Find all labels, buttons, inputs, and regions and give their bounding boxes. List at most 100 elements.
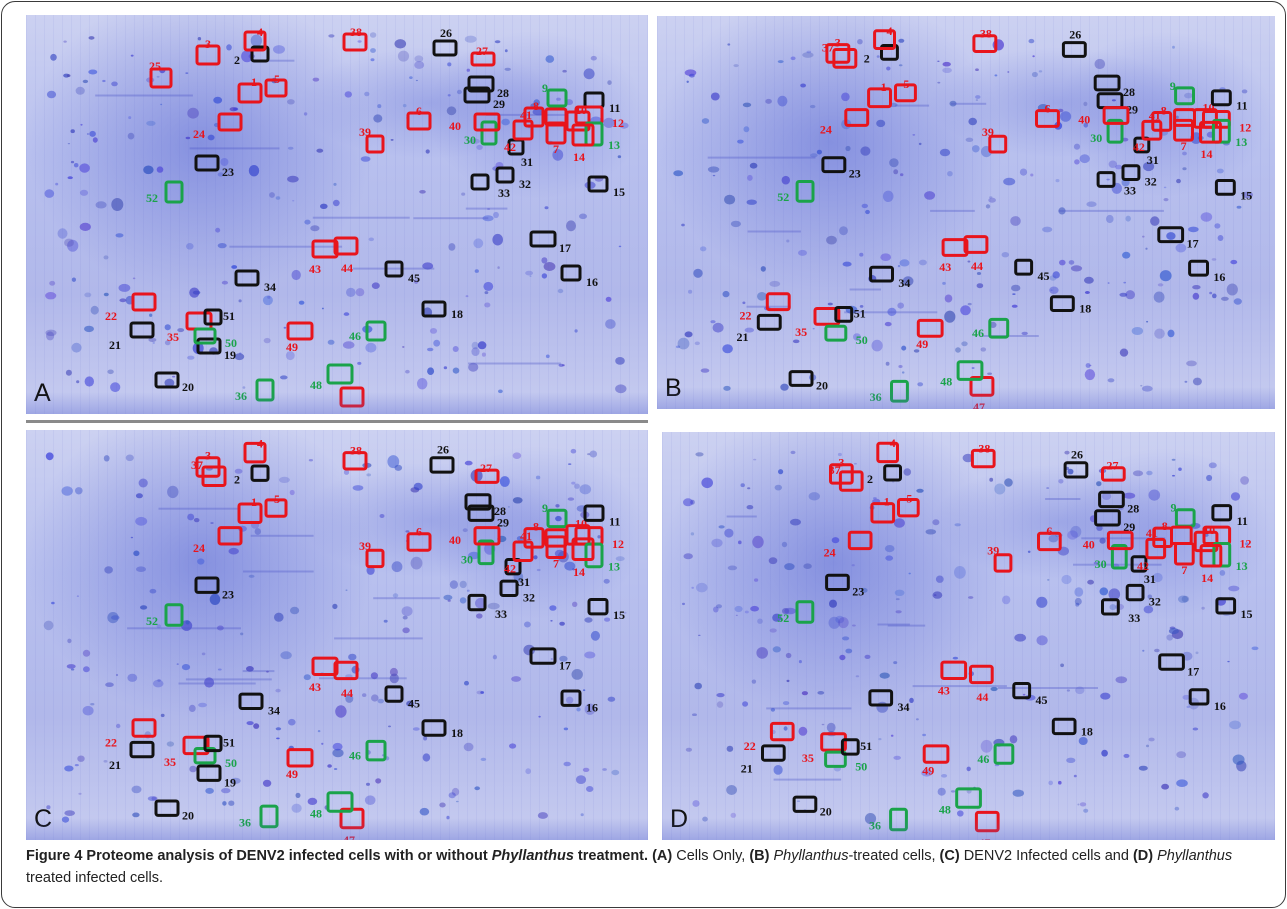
spot-box [587,175,609,193]
spot-c-28: 28 [464,493,506,518]
protein-spot [1028,38,1035,44]
spot-box [1193,530,1219,553]
protein-spot [1048,780,1053,786]
protein-spot [619,122,629,129]
spot-c-19: 19 [196,764,236,790]
protein-spot [44,189,55,198]
protein-spot [954,566,966,579]
spot-label: 22 [105,735,117,749]
protein-spot [1077,803,1080,806]
spot-box [546,88,568,108]
protein-spot [917,382,924,387]
spot-d-24: 24 [824,530,873,560]
protein-spot [957,810,964,817]
protein-spot [402,104,407,108]
protein-spot [66,74,71,77]
protein-spot [1106,178,1110,181]
protein-spot [335,705,347,718]
spot-box [1106,530,1134,551]
protein-spot [103,292,109,297]
protein-spot [860,146,871,156]
protein-spot [726,745,734,752]
protein-spot [107,612,119,624]
protein-spot [841,92,850,102]
protein-streak [243,570,314,573]
protein-spot [673,170,684,177]
protein-spot [343,469,350,475]
protein-spot [893,169,899,175]
spot-box [194,154,220,172]
protein-spot [1107,282,1110,284]
panel-letter-b: B [665,374,682,402]
protein-spot [895,598,900,601]
spot-box [237,502,263,524]
protein-spot [976,272,982,275]
protein-spot [1208,462,1217,469]
spot-box [234,269,260,287]
protein-spot [189,765,197,773]
spot-label: 41 [1146,526,1158,540]
protein-spot [1009,735,1018,744]
protein-spot [1108,160,1117,168]
protein-spot [1241,89,1248,94]
spot-label: 26 [1071,448,1083,462]
protein-spot [707,166,720,173]
spot-box [769,721,795,742]
protein-spot [696,582,708,593]
spot-d-2: 2 [867,464,902,486]
spot-b-16: 16 [1188,259,1225,284]
spot-box [940,660,968,681]
protein-spot [487,602,500,610]
protein-spot [476,144,483,150]
protein-spot [893,755,901,760]
protein-spot [942,281,946,285]
protein-spot [70,668,75,671]
spot-box [311,239,339,259]
protein-spot [317,730,321,733]
panel-letter-a: A [34,379,51,407]
spot-box [196,337,222,355]
protein-spot [1125,215,1131,222]
protein-spot [602,768,607,771]
protein-spot [886,66,891,71]
protein-streak [353,267,435,270]
protein-spot [433,339,441,347]
caption-species: Phyllanthus [773,848,849,864]
protein-spot [263,337,271,344]
protein-spot [716,604,722,609]
protein-spot [292,200,295,202]
protein-spot [177,328,185,333]
protein-spot [456,89,462,95]
protein-spot [806,50,812,54]
spot-label: 52 [777,611,789,625]
spot-label: 14 [1201,147,1213,161]
protein-spot [967,260,971,263]
spot-c-4: 4 [243,436,267,464]
protein-spot [415,79,418,82]
spot-label: 32 [1149,595,1161,609]
spot-box [1158,653,1185,671]
protein-spot [73,163,79,168]
protein-spot [262,295,273,306]
protein-spot [366,782,370,786]
spot-box [1188,688,1210,706]
protein-spot [901,345,907,351]
protein-spot [1166,634,1174,641]
protein-spot [387,455,400,469]
spot-a-44: 44 [333,236,359,275]
spot-b-3: 3 [825,36,851,64]
protein-spot [623,611,627,614]
protein-spot [187,355,195,360]
spot-box [1051,717,1077,736]
protein-spot [133,550,140,557]
protein-spot [690,499,695,505]
protein-spot [584,651,596,659]
protein-spot [447,599,451,602]
spot-b-15: 15 [1214,179,1252,202]
protein-spot [574,329,578,333]
protein-spot [187,107,199,119]
spot-box [1096,171,1116,188]
spot-b-34: 34 [869,265,910,290]
spot-label: 16 [1213,270,1225,284]
spot-label: 24 [193,127,205,141]
